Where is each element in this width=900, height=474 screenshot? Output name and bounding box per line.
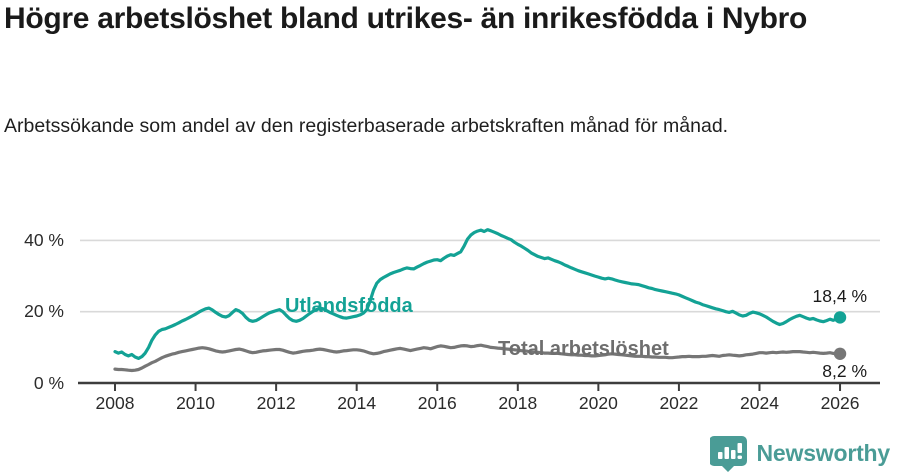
series-label-total-arbetsloshet: Total arbetslöshet: [498, 338, 669, 360]
x-axis-tick-label: 2016: [417, 393, 457, 413]
x-axis-tick-label: 2024: [740, 393, 779, 413]
series-label-utlandsfodda: Utlandsfödda: [285, 295, 413, 317]
end-value-label: 18,4 %: [812, 286, 868, 307]
x-axis-tick-label: 2010: [176, 393, 216, 413]
y-axis-tick-label: 0 %: [33, 372, 64, 393]
x-axis-tick-label: 2018: [498, 393, 538, 413]
y-axis-tick-label: 20 %: [24, 301, 64, 322]
x-axis-tick-label: 2014: [337, 393, 377, 413]
end-value-label: 8,2 %: [822, 360, 868, 381]
newsworthy-pin-bar-chart-icon: [709, 436, 747, 472]
x-axis-tick-label: 2012: [256, 393, 296, 413]
page-title: Högre arbetslöshet bland utrikes- än inr…: [4, 2, 808, 35]
x-axis-tick-label: 2008: [95, 393, 135, 413]
chart-subtitle: Arbetssökande som andel av den registerb…: [4, 115, 729, 137]
newsworthy-logo: Newsworthy: [709, 435, 891, 472]
y-axis-tick-label: 40 %: [24, 229, 64, 250]
x-axis-tick-label: 2020: [578, 393, 618, 413]
x-axis-tick-label: 2026: [820, 393, 860, 413]
x-axis-tick-label: 2022: [659, 393, 699, 413]
brand-name: Newsworthy: [756, 440, 891, 466]
